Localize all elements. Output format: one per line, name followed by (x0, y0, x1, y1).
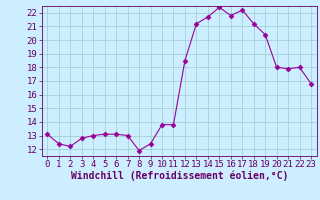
X-axis label: Windchill (Refroidissement éolien,°C): Windchill (Refroidissement éolien,°C) (70, 171, 288, 181)
